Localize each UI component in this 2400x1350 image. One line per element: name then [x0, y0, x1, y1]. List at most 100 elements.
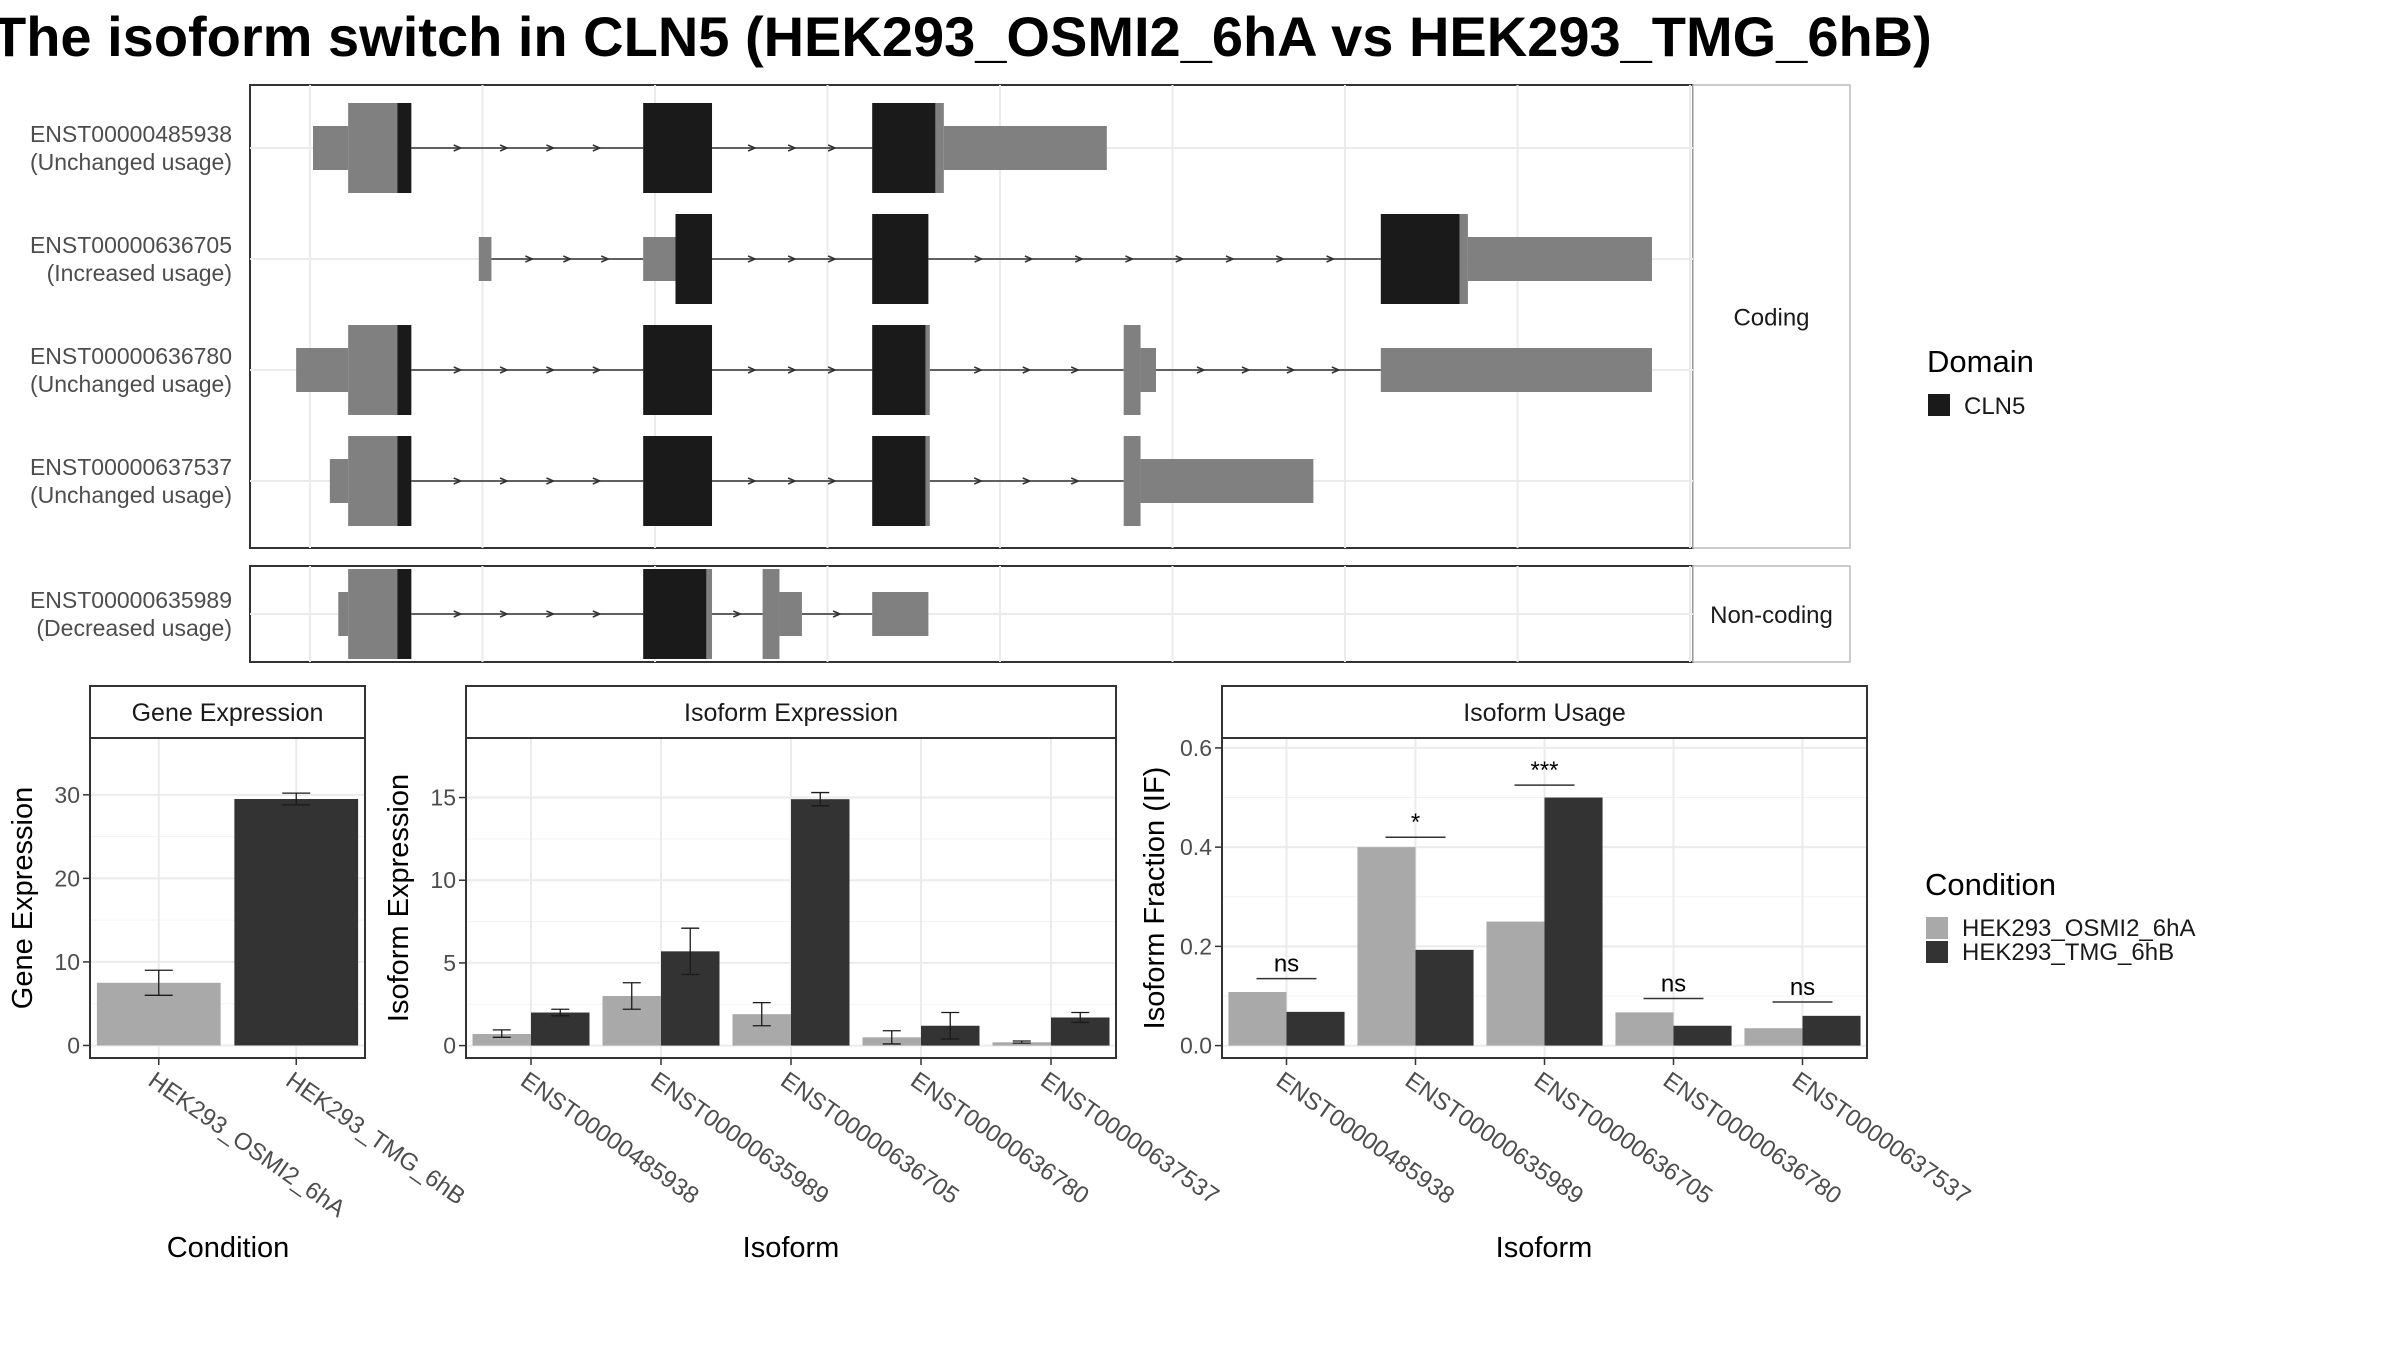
isoform-structure-ENST00000485938: ENST00000485938(Unchanged usage)	[30, 103, 1693, 193]
isoform-usage-label: (Decreased usage)	[36, 615, 232, 641]
intron-arrow	[563, 255, 573, 263]
noncoding-facet-strip	[1692, 565, 1851, 663]
noncoding-facet-label: Non-coding	[1710, 602, 1833, 629]
intron-arrow	[592, 144, 602, 152]
bar-ENST00000485938-cond1	[1228, 992, 1287, 1046]
intron-arrow	[499, 610, 509, 618]
domain-legend: Domain CLN5	[1927, 344, 2034, 420]
error-bar	[941, 1011, 960, 1040]
cln5-domain-exon	[1380, 214, 1460, 304]
intron-arrow	[592, 610, 602, 618]
intron-arrow	[787, 255, 798, 263]
error-bar	[1071, 1011, 1090, 1024]
cln5-domain-exon	[643, 325, 713, 415]
x-axis-title: Isoform	[743, 1232, 840, 1264]
y-tick-label: 0.4	[1180, 834, 1212, 860]
cln5-domain-exon	[675, 214, 713, 304]
isoform-id-label: ENST00000637537	[30, 454, 232, 480]
intron-arrow	[747, 255, 757, 263]
cln5-domain-exon	[643, 103, 713, 193]
bar-HEK293_TMG_6hB	[234, 798, 359, 1046]
y-tick-label: 20	[54, 865, 80, 891]
utr-exon	[762, 569, 780, 659]
svg-text:ns: ns	[1790, 974, 1815, 1001]
utr-exon	[1140, 459, 1314, 503]
isoform-usage-label: (Unchanged usage)	[30, 482, 232, 508]
intron-arrow	[499, 144, 509, 152]
intron-arrow	[499, 366, 509, 374]
y-tick-label: 10	[430, 867, 456, 893]
intron-arrow	[1275, 255, 1286, 263]
intron-arrow	[1024, 255, 1034, 263]
intron-arrow	[1022, 477, 1032, 485]
y-tick-label: 30	[54, 782, 80, 808]
isoform-usage-label: (Increased usage)	[47, 260, 232, 286]
cln5-domain-exon	[872, 325, 926, 415]
intron-arrow	[592, 477, 602, 485]
y-tick-label: 0	[67, 1032, 80, 1058]
x-axis-title: Condition	[167, 1232, 290, 1264]
coding-facet-label: Coding	[1733, 305, 1809, 332]
bar-ENST00000635989-cond2	[1415, 949, 1474, 1046]
intron-arrow	[832, 610, 842, 618]
bar-ENST00000637537-cond2	[1802, 1015, 1861, 1046]
y-tick-label: 0.2	[1180, 933, 1212, 959]
intron-arrow	[1196, 366, 1206, 374]
intron-arrow	[787, 144, 798, 152]
error-bar	[752, 1001, 771, 1027]
utr-exon	[1459, 214, 1468, 304]
intron-arrow	[546, 610, 556, 618]
intron-arrow	[1022, 366, 1032, 374]
utr-exon	[1123, 325, 1141, 415]
bar-ENST00000636705-cond2	[791, 799, 850, 1046]
condition-legend-key	[1926, 917, 1948, 939]
bar-ENST00000636705-cond1	[1486, 921, 1545, 1046]
isoform-id-label: ENST00000635989	[30, 587, 232, 613]
error-bar	[144, 969, 173, 996]
condition-legend-title: Condition	[1925, 867, 2056, 902]
intron-arrow	[453, 610, 463, 618]
utr-exon	[296, 348, 349, 392]
y-axis-title: Isoform Fraction (IF)	[1139, 767, 1171, 1030]
utr-exon	[1140, 348, 1156, 392]
intron-arrow	[592, 366, 602, 374]
utr-exon	[478, 237, 492, 281]
significance-annotation: ***	[1514, 757, 1575, 786]
intron-arrow	[827, 255, 838, 263]
intron-arrow	[1331, 366, 1341, 374]
isoform-usage-label: (Unchanged usage)	[30, 149, 232, 175]
utr-exon	[872, 592, 929, 636]
utr-exon	[348, 325, 398, 415]
intron-arrow	[1070, 477, 1081, 485]
svg-text:ns: ns	[1661, 970, 1686, 997]
y-tick-label: 0.6	[1180, 735, 1212, 761]
x-axis-title: Isoform	[1496, 1232, 1593, 1264]
y-axis-title: Gene Expression	[7, 787, 39, 1009]
isoform-id-label: ENST00000485938	[30, 121, 232, 147]
isoform-usage-label: (Unchanged usage)	[30, 371, 232, 397]
intron-arrow	[827, 366, 838, 374]
intron-arrow	[974, 255, 984, 263]
svg-text:***: ***	[1530, 757, 1558, 784]
utr-exon	[935, 103, 944, 193]
intron-arrow	[546, 477, 556, 485]
bar-ENST00000636780-cond1	[1615, 1012, 1674, 1046]
condition-legend-label: HEK293_OSMI2_6hA	[1962, 915, 2195, 942]
y-tick-label: 5	[443, 950, 456, 976]
intron-arrow	[1286, 366, 1296, 374]
intron-arrow	[787, 477, 798, 485]
intron-arrow	[1074, 255, 1085, 263]
noncoding-structure-panel: Non-coding ENST00000635989(Decreased usag…	[30, 565, 1851, 663]
intron-arrow	[546, 144, 556, 152]
condition-legend-key	[1926, 941, 1948, 963]
utr-exon	[348, 103, 398, 193]
intron-arrow	[787, 366, 798, 374]
intron-arrow	[827, 477, 838, 485]
intron-arrow	[546, 366, 556, 374]
intron-arrow	[1175, 255, 1185, 263]
utr-exon	[338, 592, 349, 636]
y-axis-title: Isoform Expression	[383, 774, 415, 1022]
intron-arrow	[453, 144, 463, 152]
intron-arrow	[600, 255, 611, 263]
